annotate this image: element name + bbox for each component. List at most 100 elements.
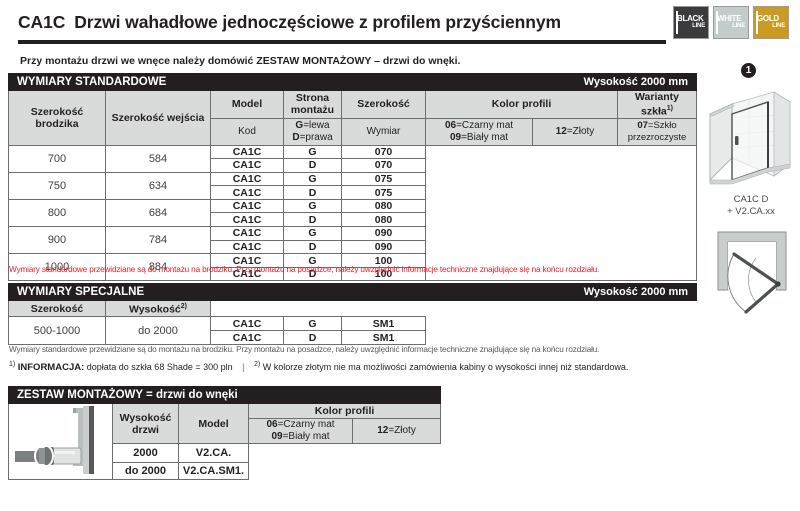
- cell-side: D: [283, 158, 342, 173]
- table-row: CA1C D SM1: [9, 330, 697, 345]
- kit-band-title: ZESTAW MONTAŻOWY = drzwi do wnęki: [17, 389, 238, 401]
- cell-width: 075: [341, 185, 426, 200]
- cell-width-tray: 1000: [8, 253, 106, 282]
- cell-width: 075: [341, 171, 426, 187]
- cell-width: 090: [341, 226, 426, 241]
- cell-side: G: [283, 144, 342, 160]
- subheader-width: Wymiar: [341, 117, 426, 146]
- product-title: Drzwi wahadłowe jednoczęściowe z profile…: [74, 11, 561, 32]
- special-table-note: Wymiary standardowe przewidziane są do m…: [9, 345, 600, 354]
- cell-model: CA1C: [210, 226, 284, 241]
- table-row: CA1C D 070: [9, 158, 697, 173]
- table-row: 750 634 CA1C G 075: [8, 171, 697, 200]
- cell-options-blank: [425, 144, 697, 282]
- table-row: CA1C D 100: [9, 266, 697, 282]
- cell-width: 080: [341, 212, 426, 228]
- figure-marker-1: 1: [741, 63, 756, 78]
- cell-side: G: [283, 253, 342, 268]
- col-header-glass-variants: Warianty szkła1): [617, 90, 697, 119]
- badge-black-line-label2: LINE: [692, 23, 705, 29]
- subheader-color-dark: 06=Czarny mat 09=Biały mat: [425, 117, 533, 146]
- side-text-right: =prawa: [299, 131, 333, 143]
- cell-width: 070: [341, 158, 426, 173]
- isometric-door-drawing: [709, 91, 791, 185]
- special-band: WYMIARY SPECJALNE Wysokość 2000 mm: [7, 283, 698, 301]
- cell-side: D: [283, 330, 342, 345]
- figure-caption-1-line2: + V2.CA.xx: [727, 206, 775, 217]
- mounting-bracket-illustration: [8, 403, 113, 480]
- col-header-special-width: Szerokość: [8, 300, 106, 317]
- kit-color-text-06: =Czarny mat: [277, 419, 335, 430]
- badge-white-line: WHITE LINE: [713, 6, 749, 39]
- subheader-color-gold: 12=Złoty: [532, 117, 618, 146]
- figure-caption-1: CA1C D + V2.CA.xx: [704, 194, 798, 218]
- kit-color-text-09: =Biały mat: [282, 431, 330, 442]
- door-swing-plan-drawing: [717, 231, 787, 314]
- col-header-width-tray: Szerokość brodzika: [8, 90, 106, 146]
- product-code: CA1C: [18, 11, 66, 32]
- cell-model: CA1C: [210, 316, 284, 331]
- col-header-kit-profile-color: Kolor profili: [247, 403, 442, 419]
- kit-color-code-06: 06: [266, 419, 278, 430]
- glass-code-07: 07: [637, 119, 648, 131]
- cell-width: 090: [341, 239, 426, 255]
- cell-model: CA1C: [210, 239, 284, 255]
- info-divider: |: [242, 362, 245, 372]
- cell-side: G: [283, 316, 342, 331]
- special-dimensions-table: WYMIARY SPECJALNE Wysokość 2000 mm Szero…: [7, 283, 698, 345]
- subheader-kit-color-gold: 12=Złoty: [351, 418, 442, 444]
- col-header-door-height: Wysokość drzwi: [112, 403, 179, 444]
- badge-gold-line-label1: GOLD: [757, 14, 779, 23]
- color-code-06: 06: [444, 119, 457, 131]
- table-row: do 2000 V2.CA.SM1.: [9, 462, 441, 480]
- table-row: 1000 884 CA1C G 100: [8, 253, 697, 282]
- table-row: 500-1000 do 2000 CA1C G SM1: [8, 316, 697, 345]
- cell-model: CA1C: [210, 253, 284, 268]
- col-header-side: Strona montażu: [283, 90, 342, 119]
- color-text-09: =Biały mat: [461, 131, 509, 143]
- cell-model: CA1C: [210, 144, 284, 160]
- color-code-12: 12: [555, 125, 567, 137]
- cell-width: 080: [341, 198, 426, 214]
- table-row: 900 784 CA1C G 090: [8, 226, 697, 255]
- badge-black-line-label1: BLACK: [677, 14, 704, 23]
- side-code-left: G: [295, 119, 304, 131]
- cell-width: 100: [341, 253, 426, 268]
- cell-side: G: [283, 198, 342, 214]
- page-title: CA1C Drzwi wahadłowe jednoczęściowe z pro…: [18, 12, 561, 33]
- standard-dimensions-table: WYMIARY STANDARDOWE Wysokość 2000 mm Sze…: [8, 73, 697, 282]
- table-row: CA1C D 075: [9, 185, 697, 200]
- col-header-model: Model: [210, 90, 284, 119]
- table-row: 700 584 CA1C G 070: [8, 144, 697, 282]
- product-line-badges: BLACK LINE WHITE LINE GOLD LINE: [673, 6, 789, 39]
- cell-side: G: [283, 171, 342, 187]
- col-header-width: Szerokość: [341, 90, 426, 119]
- cell-kit-model: V2.CA.: [178, 443, 249, 463]
- cell-side: D: [283, 239, 342, 255]
- subheader-glass: 07=Szkło przezroczyste: [617, 117, 697, 146]
- cell-width-tray: 900: [8, 226, 106, 255]
- intro-note: Przy montażu drzwi we wnęce należy domów…: [20, 55, 461, 67]
- info-footnote-line: 1) INFORMACJA: dopłata do szkła 68 Shade…: [9, 361, 628, 373]
- table-row: 2000 V2.CA.: [9, 443, 441, 480]
- cell-width: SM1: [341, 316, 426, 331]
- page-header: CA1C Drzwi wahadłowe jednoczęściowe z pro…: [0, 4, 800, 46]
- table-row: 800 684 CA1C G 080: [8, 198, 697, 228]
- info-text-2: W kolorze złotym nie ma możliwości zamów…: [262, 362, 629, 372]
- glass-text-07: =Szkło przezroczyste: [627, 119, 687, 143]
- info-marker-2: 2): [254, 361, 261, 368]
- badge-gold-line-label2: LINE: [772, 23, 785, 29]
- cell-model: CA1C: [210, 212, 284, 228]
- cell-special-width: 500-1000: [8, 316, 106, 345]
- info-text-1: dopłata do szkła 68 Shade = 300 pln: [86, 362, 233, 372]
- cell-model: CA1C: [210, 185, 284, 200]
- col-header-glass-variants-text: Warianty szkła: [635, 91, 679, 118]
- cell-width-tray: 750: [8, 171, 106, 200]
- subheader-side: G=lewa D=prawa: [283, 117, 342, 146]
- cell-door-height: do 2000: [112, 462, 179, 480]
- col-header-kit-model: Model: [178, 403, 249, 444]
- cell-kit-model: V2.CA.SM1.: [178, 462, 249, 480]
- cell-width-tray: 700: [8, 144, 106, 173]
- standard-table-note: Wymiary standardowe przewidziane są do m…: [9, 265, 600, 274]
- cell-model: CA1C: [210, 266, 284, 282]
